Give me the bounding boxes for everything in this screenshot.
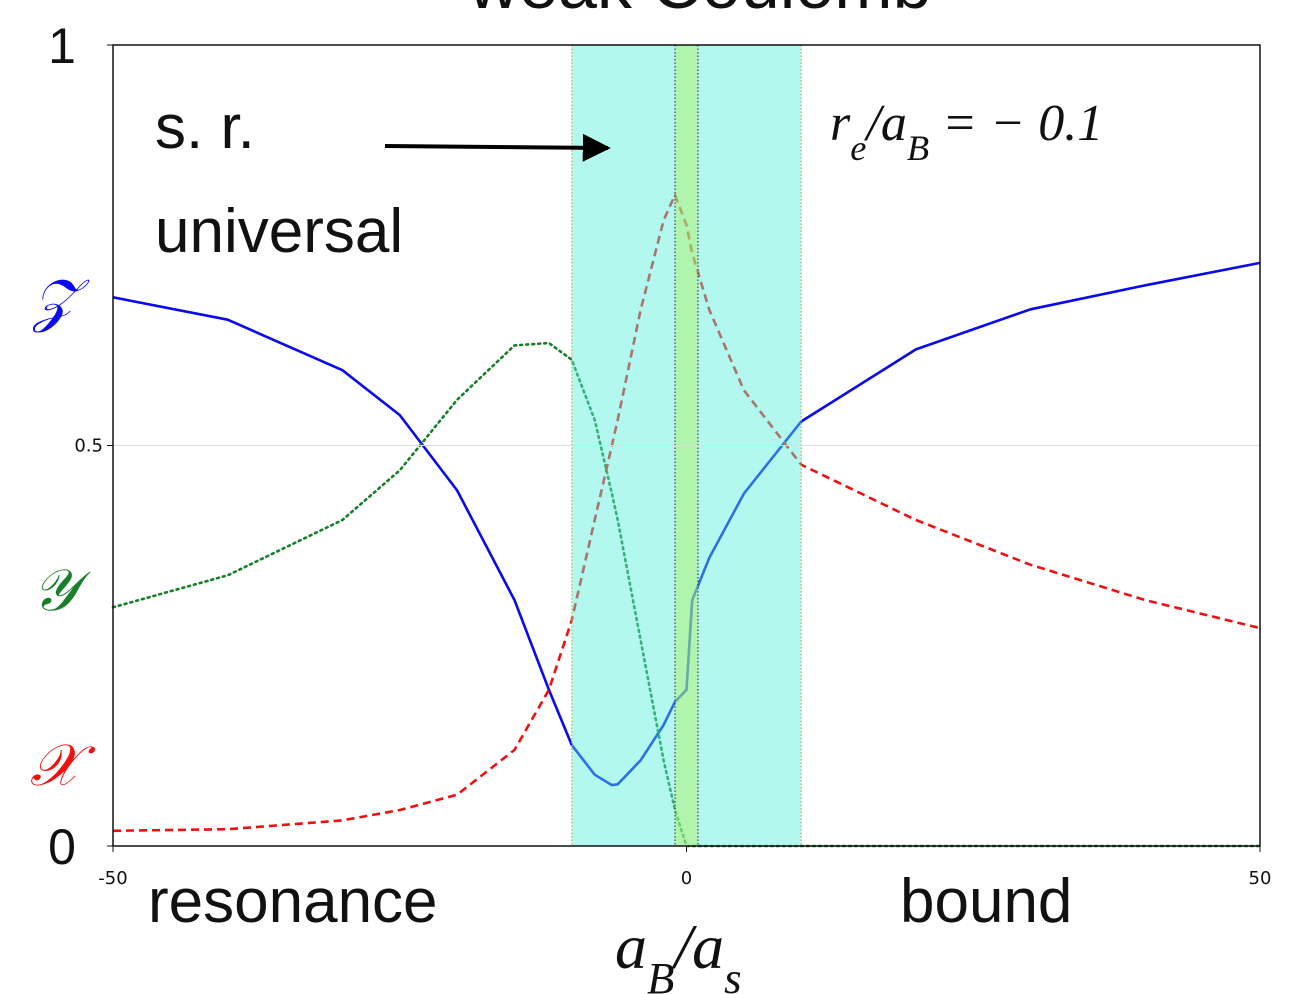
math-part: r [830, 95, 851, 152]
y-tick-label: 0 [48, 819, 76, 875]
x-axis-label: aB/as [615, 911, 742, 994]
series-line [112, 193, 1261, 833]
annotation: re/aB = − 0.1 [830, 95, 1103, 168]
annotation: resonance [148, 867, 438, 936]
math-part: /a [863, 95, 906, 152]
annotation: bound [900, 867, 1072, 936]
series-line [112, 261, 1261, 787]
series-label: 𝒳 [30, 731, 96, 799]
math-part: s [724, 953, 741, 994]
math-part: a [615, 911, 647, 982]
arrow [384, 133, 611, 162]
x-tick-label: 0 [681, 868, 692, 889]
math-part: /a [671, 911, 724, 982]
math-part: e [850, 128, 866, 168]
x-tick-label: -50 [98, 868, 127, 889]
math-part: B [647, 953, 674, 994]
series-label: 𝒵 [32, 266, 90, 334]
annotation: universal [155, 197, 403, 266]
y-tick-label: 1 [48, 18, 76, 74]
series-label: 𝒴 [32, 556, 91, 624]
annotation: s. r. [155, 93, 255, 162]
y-tick-label: 0.5 [74, 436, 103, 457]
x-tick-label: 50 [1249, 868, 1272, 889]
chart-title: weak Coulomb [468, 0, 932, 23]
math-part: = − 0.1 [929, 95, 1103, 152]
math-part: B [907, 128, 929, 168]
